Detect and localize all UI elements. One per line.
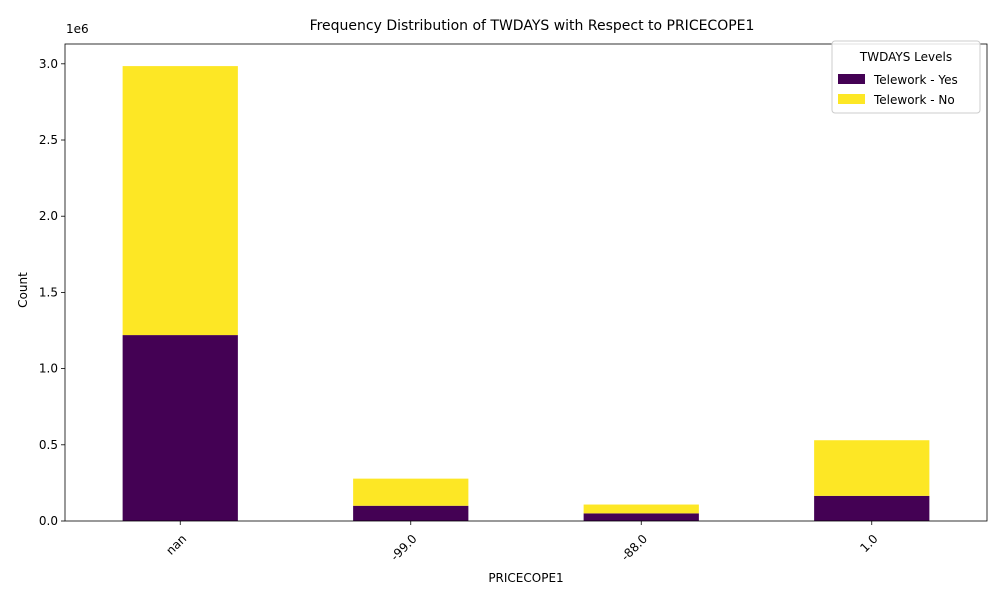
y-tick-label: 3.0	[39, 57, 58, 71]
y-tick-label: 1.0	[39, 362, 58, 376]
y-axis-label: Count	[16, 272, 30, 308]
plot-area	[64, 43, 988, 522]
x-tick-label: nan	[163, 532, 189, 558]
legend: TWDAYS Levels Telework - Yes Telework - No	[831, 40, 981, 114]
x-axis: nan -99.0 -88.0 1.0	[163, 521, 881, 564]
legend-frame	[831, 40, 981, 114]
bar-no-2	[583, 504, 699, 514]
legend-label: Telework - No	[873, 93, 955, 107]
y-tick-label: 2.5	[39, 133, 58, 147]
x-tick-label: -88.0	[618, 532, 650, 564]
legend-label: Telework - Yes	[873, 73, 958, 87]
y-tick-label: 0.5	[39, 438, 58, 452]
x-tick-label: 1.0	[857, 532, 880, 555]
bar-no-1	[353, 478, 469, 506]
legend-title: TWDAYS Levels	[859, 50, 952, 64]
bar-no-3	[814, 440, 930, 496]
bar-yes-1	[353, 505, 469, 521]
y-tick-label: 1.5	[39, 285, 58, 299]
y-tick-label: 0.0	[39, 514, 58, 528]
legend-swatch	[838, 74, 865, 84]
bar-yes-2	[583, 513, 699, 521]
chart-title: Frequency Distribution of TWDAYS with Re…	[310, 18, 755, 34]
bar-no-0	[122, 66, 238, 336]
bar-yes-3	[814, 495, 930, 521]
bar-yes-0	[122, 335, 238, 521]
y-axis-offset-text: 1e6	[66, 22, 89, 36]
axes-frame	[64, 43, 988, 522]
y-tick-label: 2.0	[39, 209, 58, 223]
x-axis-label: PRICECOPE1	[488, 571, 563, 585]
legend-swatch	[838, 94, 865, 104]
y-axis: 0.0 0.5 1.0 1.5 2.0 2.5 3.0	[39, 57, 65, 528]
x-tick-label: -99.0	[388, 532, 420, 564]
